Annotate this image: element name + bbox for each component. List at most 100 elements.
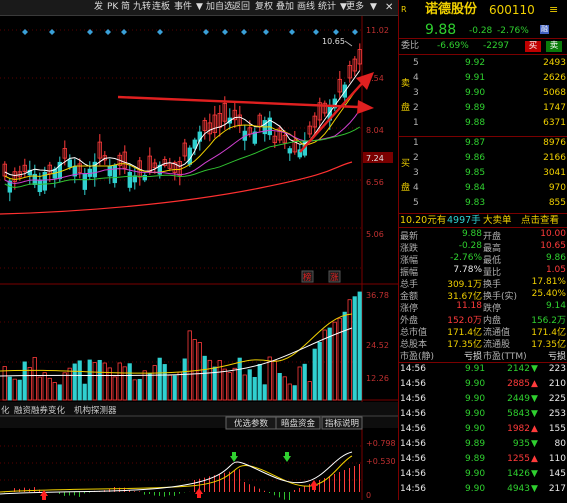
toolbar-item[interactable]: ▼ [340,2,347,12]
volume-bar [227,372,232,401]
stat-label: 最新 [400,232,419,242]
toolbar-item[interactable]: 发 [94,2,104,12]
tick-price: 9.90 [465,469,486,479]
candle-body [132,175,137,183]
toolbar-item[interactable]: 画线 [297,2,316,12]
toolbar-item[interactable]: 叠加 [276,2,295,12]
book-price[interactable]: 9.84 [465,183,486,193]
volume-bar [12,378,17,401]
volume-bar [152,365,157,401]
stat-value: 亏损 [547,352,566,362]
candle-body [322,102,327,114]
book-price[interactable]: 9.92 [465,58,486,68]
toolbar-item[interactable]: 连板 [152,2,171,12]
big-order-volume: 4997手 [447,215,481,226]
tick-count: 80 [554,439,566,449]
candle-body [142,174,147,181]
book-price[interactable]: 9.87 [465,138,486,148]
volume-bar [222,368,227,401]
toolbar-item[interactable]: 简 [121,2,131,12]
tick-volume: 1982 [507,424,530,434]
tick-time: 14:56 [400,484,426,494]
candle-body [157,164,162,175]
price-line: 9.88 -0.28 -2.76% 融 [399,22,567,38]
volume-axis-label: 12.26 [366,374,389,383]
toolbar-item[interactable]: 更多 [346,2,365,12]
toolbar-item[interactable]: 加自选 [206,2,234,12]
stat-label: 换手 [483,280,502,290]
menu-icon[interactable]: ≡ [549,3,559,16]
book-price[interactable]: 9.85 [465,168,486,178]
buy-button[interactable]: 买 [525,41,541,52]
volume-bar [312,348,317,401]
annotation-arrow-line [117,95,359,109]
badge-zhang: 涨 [330,272,339,283]
stat-label: 流通值 [483,328,511,338]
book-volume: 2166 [543,153,566,163]
volume-bar [52,382,57,401]
tick-volume: 1255 [507,454,530,464]
stat-label: 开盘 [483,232,502,242]
high-marker-pointer [344,40,353,47]
tick-time: 14:56 [400,469,426,479]
tab-item[interactable]: 暗盘资金 [281,418,316,429]
stat-value: 156.2万 [531,316,566,326]
arrow-down-icon: ▼ [531,484,538,494]
stats-table: 最新 9.88 开盘 10.00 涨跌 -0.28 最高 10.65 涨幅 -2.76% 最低 9.8… [399,229,567,363]
chart-area[interactable]: 11.02 9.54 8.04 6.56 5.06 7.24 10.65 榜 涨 36.78 24.… [0,16,398,502]
diamond-marker-icon [263,29,269,35]
book-price[interactable]: 9.83 [465,198,486,208]
candle-body [197,131,202,142]
candle-body [222,102,227,122]
volume-bar [177,371,182,401]
arrow-down-icon: ▼ [531,409,538,419]
book-volume: 6371 [543,118,566,128]
badge-bang: 榜 [303,272,312,283]
book-price[interactable]: 9.91 [465,73,486,83]
kline-chart-svg[interactable]: 11.02 9.54 8.04 6.56 5.06 7.24 10.65 榜 涨 36.78 24.… [0,16,398,502]
book-price[interactable]: 9.86 [465,153,486,163]
candle-body [152,162,157,169]
tick-price: 9.90 [465,394,486,404]
stat-value: 9.14 [545,301,566,311]
tab-box [321,416,363,430]
tick-list[interactable]: 14:56 9.91 2142 ▼ 223 14:56 9.90 2885 ▲ 210 14:56 9… [399,364,567,500]
volume-bar [237,357,242,401]
price-axis-label: 6.56 [366,178,384,187]
volume-bar [87,359,92,401]
volume-bar [252,376,257,401]
book-price[interactable]: 9.90 [465,88,486,98]
toolbar-item[interactable]: 事件 [174,2,193,12]
volume-bar [187,330,192,401]
toolbar-item[interactable]: 统计 [318,2,337,12]
diamond-marker-icon [222,29,228,35]
big-order-link[interactable]: 点击查看 [521,215,560,226]
toolbar-item[interactable]: ▼ [196,2,203,12]
sell-button[interactable]: 卖 [546,41,562,52]
book-price[interactable]: 9.89 [465,103,486,113]
tab-item[interactable]: 指标说明 [325,418,359,429]
close-icon[interactable]: ✕ [385,2,394,13]
badge-box [328,270,341,283]
macd-axis-label: 0 [366,491,371,500]
volume-bar [182,358,187,401]
tab-item[interactable]: 优选参数 [234,418,269,429]
book-volume: 855 [548,198,566,208]
tab-item: 化 [1,405,10,416]
tick-price: 9.89 [465,454,486,464]
toolbar-item[interactable]: 九转 [133,2,152,12]
tick-price: 9.90 [465,424,486,434]
toolbar-item[interactable]: 复权 [255,2,274,12]
stock-name: 诺德股份 [425,2,478,17]
volume-bar [72,363,77,401]
toolbar-item[interactable]: PK [107,2,119,12]
tick-count: 145 [548,469,566,479]
volume-bar [102,362,107,401]
book-price[interactable]: 9.88 [465,118,486,128]
candle-body [162,159,167,166]
stat-value: 171.4亿 [531,328,566,338]
volume-axis-label: 36.78 [366,291,389,300]
toolbar-item[interactable]: 返回 [232,2,251,12]
toolbar-item[interactable]: ▼ [370,2,377,12]
stat-label: 振幅 [400,268,419,278]
